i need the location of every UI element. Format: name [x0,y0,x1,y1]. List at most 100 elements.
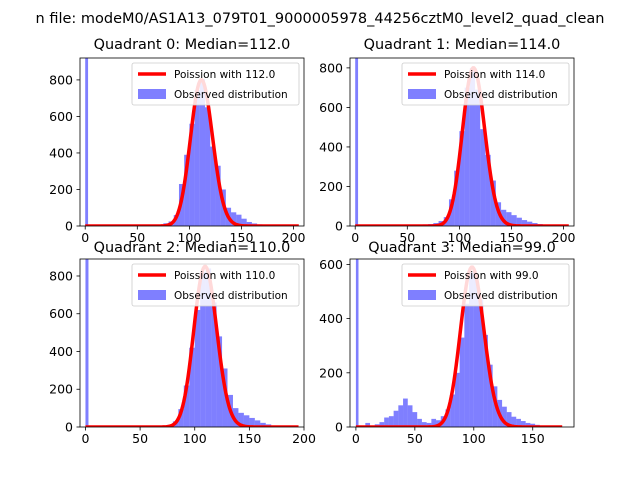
histogram-bar [365,422,371,427]
histogram-bar [485,154,491,226]
histogram-bar [183,385,190,427]
histogram-bar [243,415,250,427]
subplot-title: Quadrant 3: Median=99.0 [368,240,556,256]
histogram-bar [469,67,476,226]
y-tick-label: 0 [335,420,343,435]
histogram-bar [215,165,221,226]
x-tick-label: 100 [177,230,201,245]
y-tick-label: 800 [49,268,73,283]
legend-label-poisson: Poission with 99.0 [444,270,539,282]
histogram-bar [473,275,479,427]
histogram-bar [475,89,481,226]
histogram-bar [506,412,512,427]
x-tick-label: 0 [352,431,360,446]
y-tick-label: 0 [65,219,73,234]
legend: Poission with 112.0 Observed distribution [131,62,300,106]
histogram-bar [527,221,533,226]
histogram-bar [355,259,359,427]
y-tick-label: 600 [319,100,343,115]
legend: Poission with 99.0 Observed distribution [401,263,570,307]
axes-frame [349,258,575,428]
histogram-bar [426,422,432,427]
legend-box [131,263,300,307]
histogram-bar [236,214,242,226]
histogram-bar [511,215,517,226]
histogram-bar [506,212,512,226]
histogram-bar [222,368,228,427]
legend-label-observed: Observed distribution [174,89,288,101]
subplot-quadrant-0: Quadrant 0: Median=112.0 0 50 100 150 200 0 20… [49,37,305,245]
x-tick-label: 200 [282,230,306,245]
histogram-bar [205,268,212,427]
histogram-bar [241,218,247,226]
histogram-bar [393,410,399,427]
histogram-bar [525,422,531,427]
histogram-bar [490,180,496,226]
legend-bar-swatch [408,89,436,99]
x-tick-label: 50 [132,431,148,446]
histogram-bar [200,272,206,427]
legend-bar-swatch [408,290,436,300]
histogram-bar [85,259,89,427]
histogram-bar [454,372,460,427]
x-tick-label: 100 [462,431,486,446]
histogram-bar [384,417,389,427]
histogram-bar [184,154,190,226]
x-tick-label: 200 [292,431,316,446]
y-tick-label: 800 [49,72,73,87]
x-tick-label: 150 [500,230,524,245]
y-tick-label: 400 [319,311,343,326]
histogram-bar [403,398,408,427]
histogram-bar [232,408,239,427]
subplot-quadrant-3: Quadrant 3: Median=99.0 0 50 100 150 0 200 400… [319,240,575,446]
axes-frame [349,57,575,227]
y-tick-label: 200 [319,179,343,194]
legend-box [401,62,570,106]
histogram-bar [412,412,418,427]
x-tick-label: 0 [81,230,89,245]
histogram-bar [178,409,184,427]
histogram-bar [421,422,427,427]
histogram-bar [388,416,394,427]
histogram-bar [480,129,486,226]
legend: Poission with 114.0 Observed distribution [401,62,570,106]
legend-box [401,263,570,307]
histogram-bar [246,221,252,226]
y-tick-label: 400 [319,139,343,154]
legend-box [131,62,300,106]
histogram-bar [464,87,470,226]
histogram-bar [199,79,206,226]
x-tick-label: 200 [552,230,576,245]
legend-bar-swatch [138,89,166,99]
plot-area [354,58,570,226]
legend-label-observed: Observed distribution [444,89,558,101]
histogram-bar [398,405,404,427]
histogram-bar [210,146,216,226]
histogram-bar [431,418,437,427]
histogram-bar [249,417,255,427]
y-tick-label: 400 [49,344,73,359]
legend-label-poisson: Poission with 110.0 [174,270,275,282]
legend-label-observed: Observed distribution [444,290,558,302]
x-tick-label: 100 [183,431,207,446]
histogram-bar [260,422,266,427]
y-tick-label: 600 [319,257,343,272]
histogram-bar [487,364,493,427]
histogram-bar [211,302,217,427]
y-tick-label: 800 [319,60,343,75]
subplot-quadrant-2: Quadrant 2: Median=110.0 0 50 100 150 200 0 20… [49,240,316,446]
histogram-bar [469,272,474,427]
y-tick-label: 600 [49,306,73,321]
x-tick-label: 150 [230,230,254,245]
legend-bar-swatch [138,290,166,300]
x-tick-label: 0 [351,230,359,245]
histogram-bar [511,416,517,427]
histogram-bar [521,220,528,226]
x-tick-label: 150 [237,431,261,446]
histogram-bar [454,170,460,226]
plot-area [84,259,300,427]
y-tick-label: 600 [49,109,73,124]
histogram-bar [238,412,244,427]
histogram-bar [189,347,195,427]
